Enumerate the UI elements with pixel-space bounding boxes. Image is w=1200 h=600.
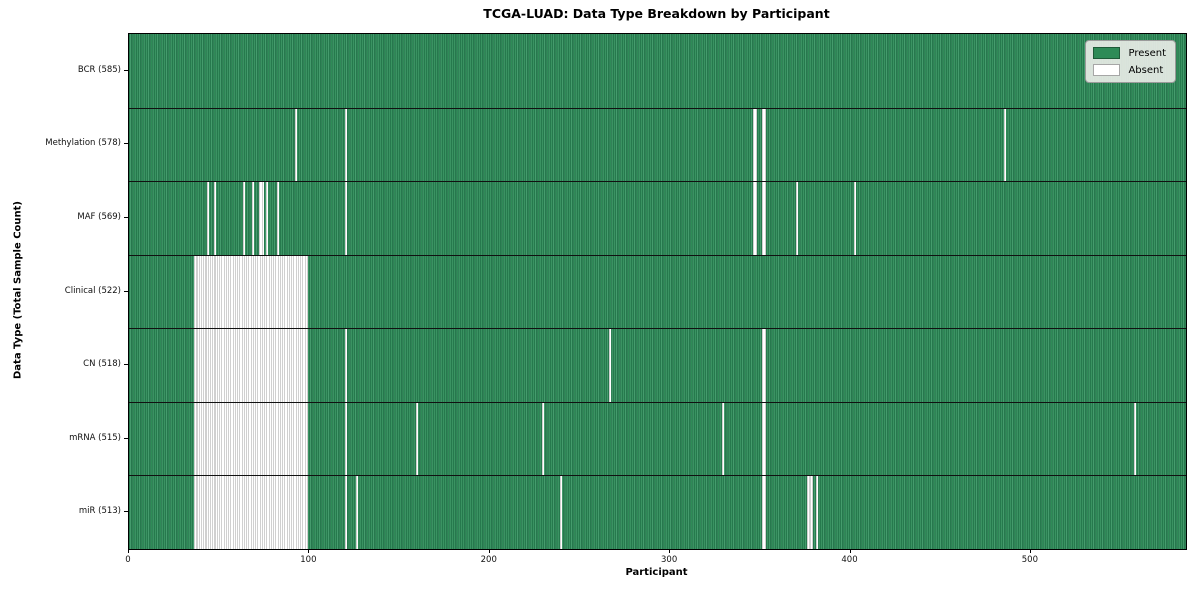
absent-stripe [193,402,308,476]
x-tick-mark [308,549,310,553]
absent-stripe [1133,402,1136,476]
absent-stripe [542,402,545,476]
presence-row-MAF [129,181,1186,255]
y-tick-mark [124,364,128,366]
y-tick-mark [124,143,128,145]
absent-stripe [753,108,757,182]
absent-stripe [722,402,725,476]
y-tick-mark [124,216,128,218]
absent-stripe [193,255,308,329]
absent-stripe [294,108,297,182]
x-tick-label: 0 [125,555,131,565]
absent-stripe [807,476,813,549]
plot-area: Present Absent [128,33,1187,550]
x-tick-mark [488,549,490,553]
absent-stripe [1003,108,1006,182]
absent-stripe [193,329,308,402]
absent-stripe [560,476,563,549]
absent-stripe [345,108,348,182]
x-tick-label: 400 [841,555,858,565]
y-tick-label: BCR (585) [77,64,121,75]
x-tick-label: 300 [661,555,678,565]
absent-stripe [193,476,308,549]
presence-row-Clinical [129,254,1186,329]
x-tick-mark [1029,549,1031,553]
x-tick-label: 200 [480,555,497,565]
y-tick-mark [124,69,128,71]
absent-stripe [762,182,766,255]
absent-stripe [753,182,757,255]
y-tick-label: Methylation (578) [45,138,121,149]
x-tick-mark [128,549,129,553]
absent-stripe [345,329,348,402]
absent-stripe [345,182,348,255]
absent-stripe [762,402,766,476]
absent-stripe [762,476,766,549]
absent-stripe [816,476,819,549]
absent-stripe [258,182,265,255]
presence-row-CN [129,328,1186,402]
chart-title: TCGA-LUAD: Data Type Breakdown by Partic… [483,6,830,21]
x-axis-label: Participant [625,567,688,578]
absent-stripe [242,182,245,255]
absent-stripe [266,182,269,255]
legend: Present Absent [1085,40,1176,83]
absent-stripe [796,182,799,255]
legend-label: Present [1128,47,1166,59]
y-tick-mark [124,511,128,513]
x-tick-label: 500 [1021,555,1038,565]
absent-stripe [276,182,279,255]
absent-stripe [762,329,766,402]
absent-stripe [345,476,348,549]
absent-stripe [251,182,254,255]
y-tick-label: miR (513) [78,506,121,517]
absent-stripe [415,402,418,476]
x-tick-mark [849,549,851,553]
presence-row-BCR [129,34,1186,108]
y-tick-label: CN (518) [83,359,121,370]
y-tick-label: Clinical (522) [64,285,121,296]
legend-item-absent: Absent [1093,64,1166,76]
absent-stripe [854,182,857,255]
absent-stripe [356,476,359,549]
legend-swatch-absent [1093,64,1121,76]
x-tick-mark [669,549,671,553]
legend-label: Absent [1128,64,1164,76]
absent-stripe [213,182,216,255]
presence-rows [129,34,1186,549]
y-tick-label: mRNA (515) [69,432,121,443]
y-tick-mark [124,437,128,439]
y-tick-label: MAF (569) [77,211,121,222]
absent-stripe [608,329,611,402]
y-axis-label: Data Type (Total Sample Count) [12,200,24,380]
presence-row-Methylation [129,107,1186,182]
legend-swatch-present [1093,47,1121,59]
absent-stripe [762,108,766,182]
presence-row-miR [129,475,1186,549]
y-tick-mark [124,290,128,292]
presence-row-mRNA [129,401,1186,476]
x-tick-label: 100 [300,555,317,565]
legend-item-present: Present [1093,47,1166,59]
absent-stripe [345,402,348,476]
absent-stripe [206,182,209,255]
